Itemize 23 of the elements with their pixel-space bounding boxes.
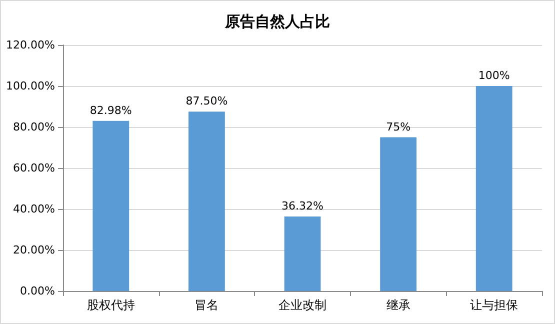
x-tick-label: 企业改制 bbox=[278, 298, 326, 312]
data-label: 100% bbox=[478, 69, 510, 82]
data-label: 75% bbox=[386, 120, 411, 134]
x-tick-label: 继承 bbox=[386, 298, 410, 312]
y-tick-label: 40.00% bbox=[13, 202, 55, 216]
chart-title: 原告自然人占比 bbox=[224, 12, 330, 30]
data-label: 36.32% bbox=[282, 200, 324, 213]
x-tick-label: 股权代持 bbox=[86, 298, 135, 312]
y-tick-label: 100.00% bbox=[6, 80, 55, 92]
x-tick-label: 让与担保 bbox=[470, 298, 518, 312]
y-tick-label: 60.00% bbox=[13, 162, 55, 174]
bar bbox=[92, 120, 130, 291]
x-tick-label: 冒名 bbox=[194, 298, 219, 312]
data-label: 87.50% bbox=[186, 94, 228, 108]
y-tick-label: 120.00% bbox=[6, 38, 55, 52]
y-tick-label: 20.00% bbox=[13, 244, 55, 256]
bar bbox=[380, 137, 416, 291]
y-tick-label: 80.00% bbox=[13, 120, 55, 134]
bar bbox=[284, 216, 321, 291]
bar bbox=[188, 112, 225, 291]
y-tick-label: 0.00% bbox=[20, 284, 55, 298]
data-label: 82.98% bbox=[90, 104, 132, 117]
bar bbox=[476, 86, 512, 291]
